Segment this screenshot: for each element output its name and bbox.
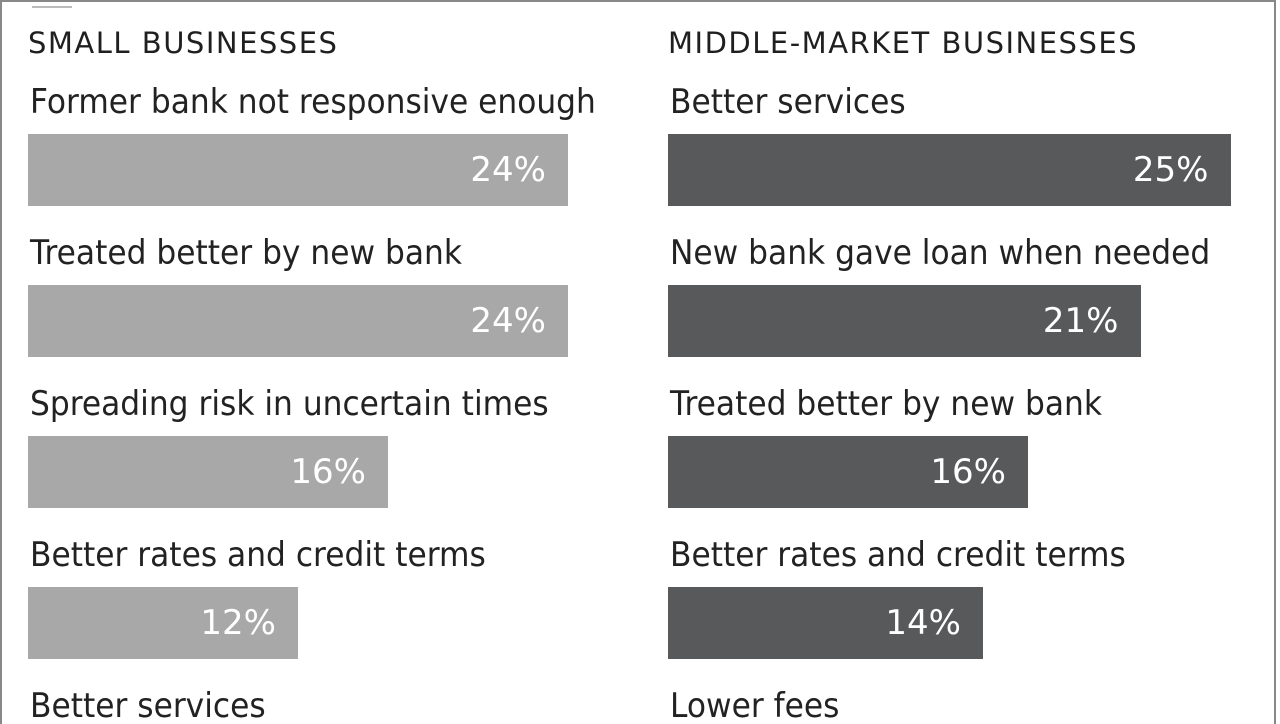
middle-category-label: Better services — [670, 82, 906, 122]
middle-bar: 21% — [668, 285, 1141, 357]
middle-market-title: MIDDLE-MARKET BUSINESSES — [668, 26, 1139, 60]
small-category-label: Former bank not responsive enough — [30, 82, 596, 122]
middle-category-label: Better rates and credit terms — [670, 535, 1126, 575]
small-category-label: Treated better by new bank — [30, 233, 462, 273]
small-category-label: Better rates and credit terms — [30, 535, 486, 575]
middle-category-label: Lower fees — [670, 686, 840, 724]
small-businesses-title: SMALL BUSINESSES — [28, 26, 339, 60]
middle-bar-value-label: 21% — [1042, 301, 1119, 341]
middle-market-panel: MIDDLE-MARKET BUSINESSES Better services… — [668, 2, 1274, 724]
small-bar-value-label: 24% — [470, 301, 546, 341]
small-bar: 24% — [28, 134, 568, 206]
small-bar: 12% — [28, 587, 298, 659]
cropped-header-fragment — [32, 2, 72, 8]
middle-bar-value-label: 14% — [885, 603, 961, 643]
small-bar: 24% — [28, 285, 568, 357]
middle-bar: 25% — [668, 134, 1231, 206]
small-category-label: Better services — [30, 686, 266, 724]
middle-bar: 14% — [668, 587, 983, 659]
middle-category-label: New bank gave loan when needed — [670, 233, 1211, 273]
middle-bar: 16% — [668, 436, 1028, 508]
small-category-label: Spreading risk in uncertain times — [30, 384, 549, 424]
middle-category-label: Treated better by new bank — [670, 384, 1102, 424]
small-bar-value-label: 12% — [200, 603, 276, 643]
middle-bar-value-label: 25% — [1132, 150, 1209, 190]
middle-bar-value-label: 16% — [930, 452, 1006, 492]
small-bar-value-label: 24% — [470, 150, 546, 190]
small-businesses-panel: SMALL BUSINESSES Former bank not respons… — [28, 2, 648, 724]
small-bar: 16% — [28, 436, 388, 508]
small-bar-value-label: 16% — [290, 452, 366, 492]
